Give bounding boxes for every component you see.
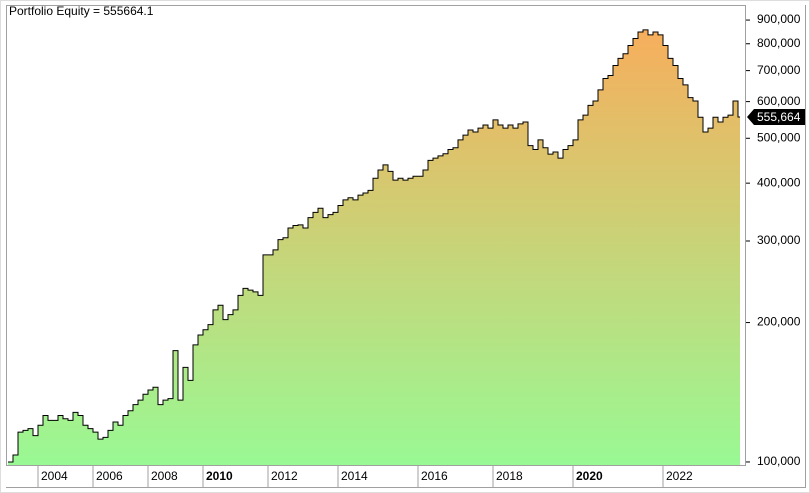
x-tick-label: 2010: [206, 469, 233, 483]
x-tick-label: 2020: [576, 469, 603, 483]
y-tick-label: 800,000: [757, 36, 801, 50]
x-tick-label: 2014: [341, 469, 368, 483]
y-tick-label: 900,000: [757, 12, 801, 26]
y-tick-label: 500,000: [757, 130, 801, 144]
x-tick-label: 2008: [151, 469, 178, 483]
x-tick-label: 2012: [271, 469, 298, 483]
last-value-marker: [747, 109, 805, 126]
x-tick-label: 2022: [666, 469, 693, 483]
y-tick-label: 400,000: [757, 175, 801, 189]
y-tick-label: 100,000: [757, 454, 801, 468]
last-value-label: 555,664: [757, 110, 801, 124]
y-tick-label: 600,000: [757, 94, 801, 108]
x-tick-label: 2018: [496, 469, 523, 483]
y-tick-label: 700,000: [757, 63, 801, 77]
x-tick-label: 2016: [421, 469, 448, 483]
x-tick-label: 2006: [96, 469, 123, 483]
y-tick-label: 200,000: [757, 315, 801, 329]
equity-line: [8, 29, 740, 463]
equity-area: [8, 29, 740, 466]
x-tick-label: 2004: [41, 469, 68, 483]
chart-title: Portfolio Equity = 555664.1: [9, 4, 154, 18]
y-tick-label: 300,000: [757, 233, 801, 247]
